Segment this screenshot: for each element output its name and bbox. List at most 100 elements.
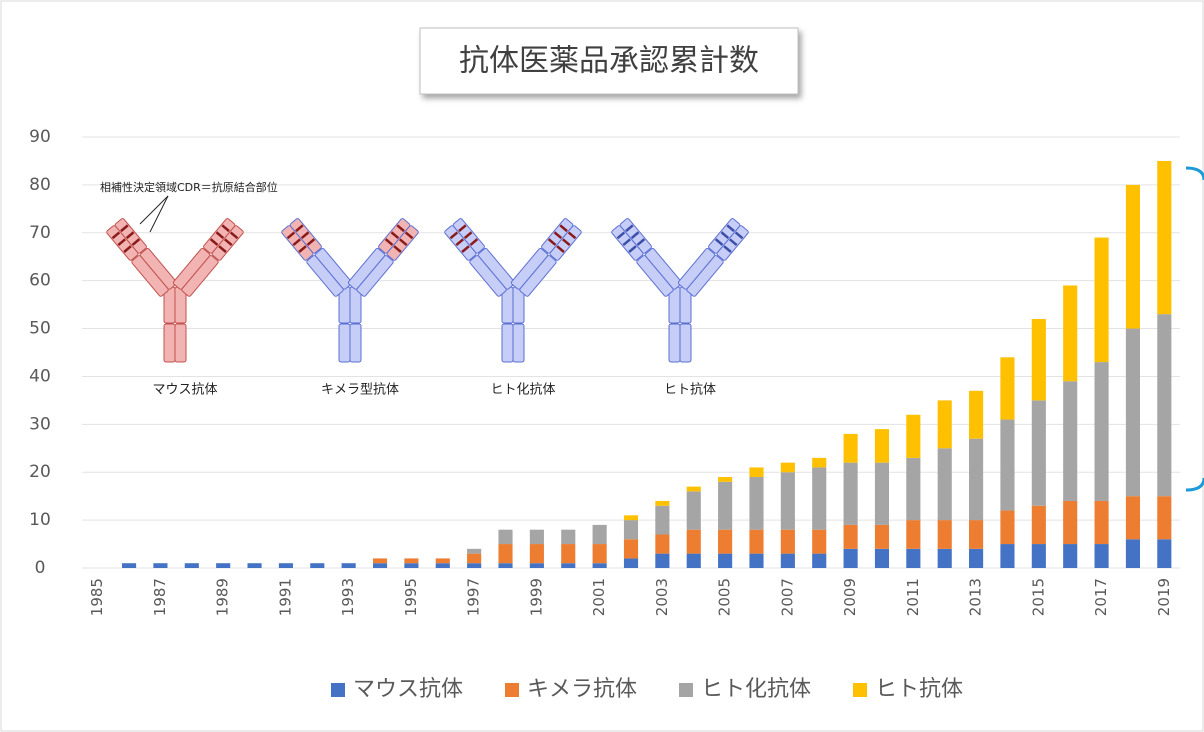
bar-segment	[686, 529, 701, 554]
bar-segment	[1031, 544, 1046, 568]
bar-segment	[1031, 505, 1046, 545]
arm-constant	[677, 248, 716, 290]
bar-segment	[216, 563, 231, 568]
x-tick-label: 1997	[465, 578, 483, 616]
bar-segment	[404, 558, 419, 564]
bar-segment	[969, 390, 984, 439]
bar-segment	[686, 486, 701, 492]
title-box	[419, 27, 799, 95]
y-tick-label: 20	[29, 462, 51, 482]
bar-segment	[843, 548, 858, 568]
antibody-arm	[444, 218, 516, 297]
bar-segment	[969, 438, 984, 521]
chart-title: 抗体医薬品承認累計数	[459, 44, 759, 79]
bar-segment	[906, 457, 921, 521]
cdr-stripe	[393, 245, 402, 253]
x-tick-label: 1995	[402, 578, 420, 616]
cdr-stripe	[455, 238, 464, 247]
bar-segment	[686, 491, 701, 530]
legend-swatch	[853, 683, 867, 697]
bar-segment	[655, 534, 670, 554]
bar-segment	[969, 520, 984, 549]
cdr-stripe	[399, 238, 408, 247]
legend-swatch	[331, 683, 345, 697]
antibody	[444, 218, 582, 363]
cdr-stripe	[622, 238, 631, 247]
bar-segment	[592, 563, 607, 568]
x-tick-label: 2007	[778, 578, 796, 616]
cdr-stripe	[218, 245, 227, 253]
x-tick-label: 2001	[590, 578, 608, 616]
bar-segment	[1000, 510, 1015, 545]
bar-segment	[561, 529, 576, 545]
bar-segment	[467, 563, 482, 568]
legend-label: ヒト化抗体	[701, 677, 811, 702]
bar-segment	[1157, 496, 1172, 540]
bar-segment	[435, 563, 450, 568]
bar-segment	[1157, 539, 1172, 568]
cdr-stripe	[567, 231, 577, 240]
bar-segment	[592, 524, 607, 545]
x-tick-label: 2011	[904, 578, 922, 616]
x-tick-label: 2009	[841, 578, 859, 616]
x-tick-label: 1989	[214, 578, 232, 616]
plot-area: 0 10 20 30 40 50 60 70 80 90 1985 1987 1989 1991 1993 1…	[29, 127, 1180, 702]
x-tick-label: 2005	[716, 578, 734, 616]
cdr-stripe	[449, 231, 459, 240]
cdr-stripe	[726, 224, 735, 233]
cdr-stripe	[553, 231, 563, 239]
y-tick-label: 60	[29, 271, 51, 291]
bar-segment	[1125, 539, 1141, 568]
bar-segment	[561, 563, 576, 568]
bar-segment	[1094, 500, 1109, 545]
bar-segment	[874, 524, 890, 549]
cdr-stripe	[463, 231, 473, 239]
arm-constant	[347, 248, 386, 290]
bar-segment	[718, 481, 733, 530]
antibody	[106, 218, 244, 363]
y-tick-label: 70	[29, 223, 51, 243]
antibody-arm	[510, 218, 582, 297]
cdr-stripe	[215, 231, 225, 239]
bar-segment	[498, 529, 513, 545]
antibody-stem	[163, 323, 176, 363]
bar-segment	[780, 472, 795, 530]
bar-segment	[937, 448, 952, 521]
bar-segment	[749, 553, 764, 568]
antibody-arm	[677, 218, 749, 297]
bar-segment	[498, 544, 513, 564]
bar-segment	[718, 477, 733, 482]
bar-segment	[874, 548, 890, 568]
bar-segment	[592, 544, 607, 564]
legend-label: ヒト抗体	[875, 677, 963, 702]
bar-segment	[843, 524, 858, 549]
bar-segment	[749, 477, 764, 530]
bar-segment	[1094, 362, 1109, 501]
bar-segment	[529, 529, 544, 545]
bar-segment	[1063, 544, 1078, 568]
antibody	[611, 218, 749, 363]
bar-segment	[937, 548, 952, 568]
antibody-stem	[338, 323, 351, 363]
bar-segment	[749, 467, 764, 478]
bar-segment	[623, 520, 639, 540]
cdr-stripe	[547, 238, 557, 246]
bar-segment	[1000, 357, 1015, 420]
antibody-stem	[349, 323, 362, 363]
bar-segment	[1094, 544, 1109, 568]
cdr-stripe	[630, 231, 640, 239]
bar-segment	[623, 515, 639, 521]
y-tick-label: 90	[29, 127, 51, 147]
antibody-stem	[512, 323, 525, 363]
bar-segment	[372, 563, 388, 568]
bar-segment	[404, 563, 419, 568]
antibody-stem	[668, 323, 681, 363]
bar-segment	[310, 563, 325, 568]
antibody-label: キメラ型抗体	[321, 383, 399, 398]
bar-segment	[655, 500, 670, 506]
cdr-stripe	[404, 231, 414, 240]
bar-segment	[906, 548, 921, 568]
bar-segment	[1125, 496, 1141, 540]
bar-segment	[529, 544, 544, 564]
cdr-stripe	[469, 238, 479, 246]
